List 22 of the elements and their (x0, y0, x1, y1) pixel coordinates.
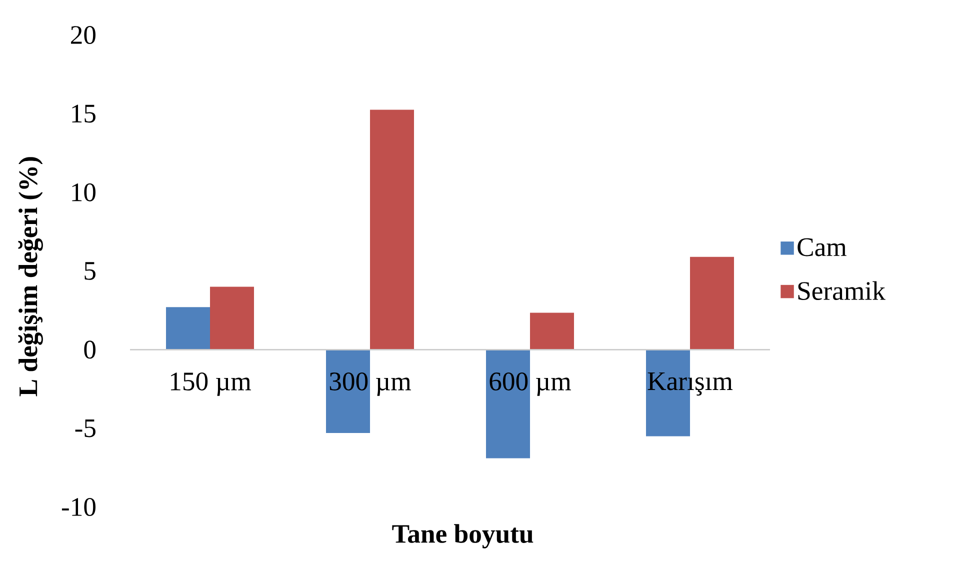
x-tick-label: 300 µm (330, 372, 411, 396)
y-tick-label: -5 (75, 419, 96, 438)
bar (326, 350, 370, 434)
legend-label: Cam (798, 238, 846, 256)
bar (370, 110, 414, 350)
y-tick-label: 0 (84, 340, 96, 359)
bar (690, 256, 734, 350)
x-tick-label: 150 µm (170, 372, 251, 396)
y-tick-label: 5 (84, 262, 96, 280)
y-tick-label: 20 (71, 26, 96, 44)
x-tick-label: Karışım (648, 372, 733, 396)
bar (530, 312, 574, 350)
y-tick-label: 10 (72, 183, 96, 202)
x-tick-label: 600 µm (490, 372, 571, 396)
bar (210, 286, 254, 350)
y-tick-label: 15 (72, 104, 96, 123)
y-tick-label: -10 (62, 498, 96, 516)
bar (166, 307, 210, 350)
legend-label: Seramik (798, 281, 886, 300)
x-axis-title: Tane boyutu (392, 524, 534, 548)
y-axis-title: L değişim değeri (%) (18, 157, 43, 396)
bar (486, 350, 530, 458)
